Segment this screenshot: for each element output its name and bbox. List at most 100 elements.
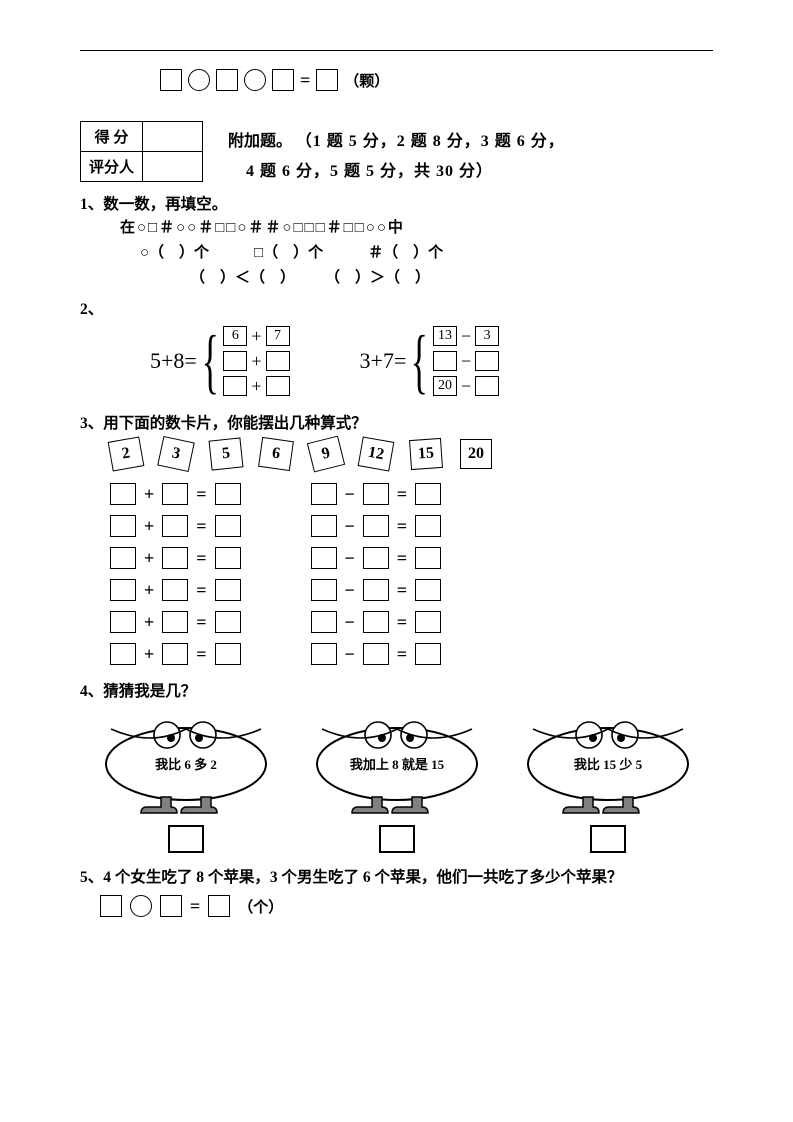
blank-square[interactable] (311, 643, 337, 665)
blank-square[interactable] (215, 611, 241, 633)
number-box[interactable] (475, 351, 499, 371)
blank-square[interactable] (162, 483, 188, 505)
number-box[interactable] (266, 376, 290, 396)
blank-square[interactable] (415, 579, 441, 601)
score-table: 得 分 评分人 (80, 121, 203, 182)
q1-counts: ○（ ）个 □（ ）个 ＃（ ）个 (140, 241, 713, 262)
number-card[interactable]: 20 (460, 439, 492, 469)
number-card[interactable]: 5 (209, 437, 244, 470)
blank-square[interactable] (311, 483, 337, 505)
operator: − (345, 484, 355, 505)
blank-square[interactable] (162, 643, 188, 665)
equation-row: += (110, 579, 241, 601)
blank-square (208, 895, 230, 917)
number-box[interactable]: 7 (266, 326, 290, 346)
q2-left: 5+8= { 6+7++ (150, 325, 290, 397)
blank-square[interactable] (110, 547, 136, 569)
q3-col-sub: −=−=−=−=−=−= (311, 483, 442, 665)
blank-square[interactable] (363, 483, 389, 505)
number-box[interactable]: 6 (223, 326, 247, 346)
q2-row: − (433, 351, 499, 372)
q2-right-rows: 13−3−20− (433, 326, 499, 397)
bonus-heading: 附加题。 （1 题 5 分，2 题 8 分，3 题 6 分， 4 题 6 分，5… (228, 121, 565, 181)
blank-square[interactable] (215, 515, 241, 537)
number-card[interactable]: 12 (358, 436, 395, 471)
q3-heading: 3、用下面的数卡片，你能摆出几种算式？ (80, 411, 713, 433)
q2-wrap: 5+8= { 6+7++ 3+7= { 13−3−20− (150, 325, 713, 397)
number-box[interactable]: 13 (433, 326, 457, 346)
equals-sign: = (196, 516, 206, 537)
blank-circle (188, 69, 210, 91)
number-box[interactable]: 20 (433, 376, 457, 396)
answer-box[interactable] (590, 825, 626, 853)
blank-square[interactable] (363, 579, 389, 601)
blank-square[interactable] (311, 579, 337, 601)
equals-sign: = (397, 644, 407, 665)
number-box[interactable] (266, 351, 290, 371)
number-card[interactable]: 9 (307, 436, 345, 473)
blank-square[interactable] (162, 547, 188, 569)
blank-square[interactable] (415, 483, 441, 505)
blank-square[interactable] (110, 643, 136, 665)
equals-sign: = (196, 612, 206, 633)
q3-col-add: +=+=+=+=+=+= (110, 483, 241, 665)
number-box[interactable]: 3 (475, 326, 499, 346)
blank-square[interactable] (363, 643, 389, 665)
equals-sign: = (397, 580, 407, 601)
blank-square[interactable] (363, 547, 389, 569)
number-card[interactable]: 3 (157, 436, 195, 472)
blank-square[interactable] (162, 579, 188, 601)
operator: − (345, 612, 355, 633)
svg-text:我比 15 少 5: 我比 15 少 5 (573, 757, 642, 772)
bonus-line1: （1 题 5 分，2 题 8 分，3 题 6 分， (296, 133, 565, 150)
blank-square[interactable] (215, 643, 241, 665)
creature-icon: 我加上 8 就是 15 (302, 709, 492, 819)
blank-square[interactable] (162, 611, 188, 633)
blank-square[interactable] (311, 611, 337, 633)
blank-circle (130, 895, 152, 917)
operator: − (345, 516, 355, 537)
number-box[interactable] (433, 351, 457, 371)
blank-square[interactable] (215, 483, 241, 505)
blank-square[interactable] (110, 579, 136, 601)
creature-icon: 我比 6 多 2 (91, 709, 281, 819)
number-card[interactable]: 6 (258, 437, 294, 471)
blank-square[interactable] (415, 643, 441, 665)
number-box[interactable] (223, 376, 247, 396)
grader-blank[interactable] (143, 152, 203, 182)
blank-square[interactable] (110, 483, 136, 505)
equals-sign: = (190, 896, 200, 917)
blank-square[interactable] (110, 515, 136, 537)
q2-row: 13−3 (433, 326, 499, 347)
blank-square[interactable] (215, 579, 241, 601)
number-box[interactable] (475, 376, 499, 396)
q1-heading: 1、数一数，再填空。 (80, 192, 713, 214)
answer-box[interactable] (168, 825, 204, 853)
blank-square[interactable] (415, 515, 441, 537)
equation-row: −= (311, 579, 442, 601)
operator: + (144, 548, 154, 569)
answer-box[interactable] (379, 825, 415, 853)
number-box[interactable] (223, 351, 247, 371)
q2-row: + (223, 376, 289, 397)
equation-row: −= (311, 643, 442, 665)
blank-square[interactable] (162, 515, 188, 537)
blank-square[interactable] (311, 547, 337, 569)
q4-heading: 4、猜猜我是几？ (80, 679, 713, 701)
blank-square[interactable] (311, 515, 337, 537)
operator: + (144, 644, 154, 665)
blank-square[interactable] (363, 611, 389, 633)
equation-row: −= (311, 483, 442, 505)
q2-right: 3+7= { 13−3−20− (360, 325, 500, 397)
equation-row: += (110, 515, 241, 537)
operator: − (345, 644, 355, 665)
number-card[interactable]: 2 (108, 436, 145, 471)
blank-square[interactable] (415, 547, 441, 569)
blank-square[interactable] (415, 611, 441, 633)
blank-square[interactable] (110, 611, 136, 633)
score-blank[interactable] (143, 122, 203, 152)
number-card[interactable]: 15 (409, 438, 443, 470)
blank-square (160, 69, 182, 91)
blank-square[interactable] (215, 547, 241, 569)
blank-square[interactable] (363, 515, 389, 537)
